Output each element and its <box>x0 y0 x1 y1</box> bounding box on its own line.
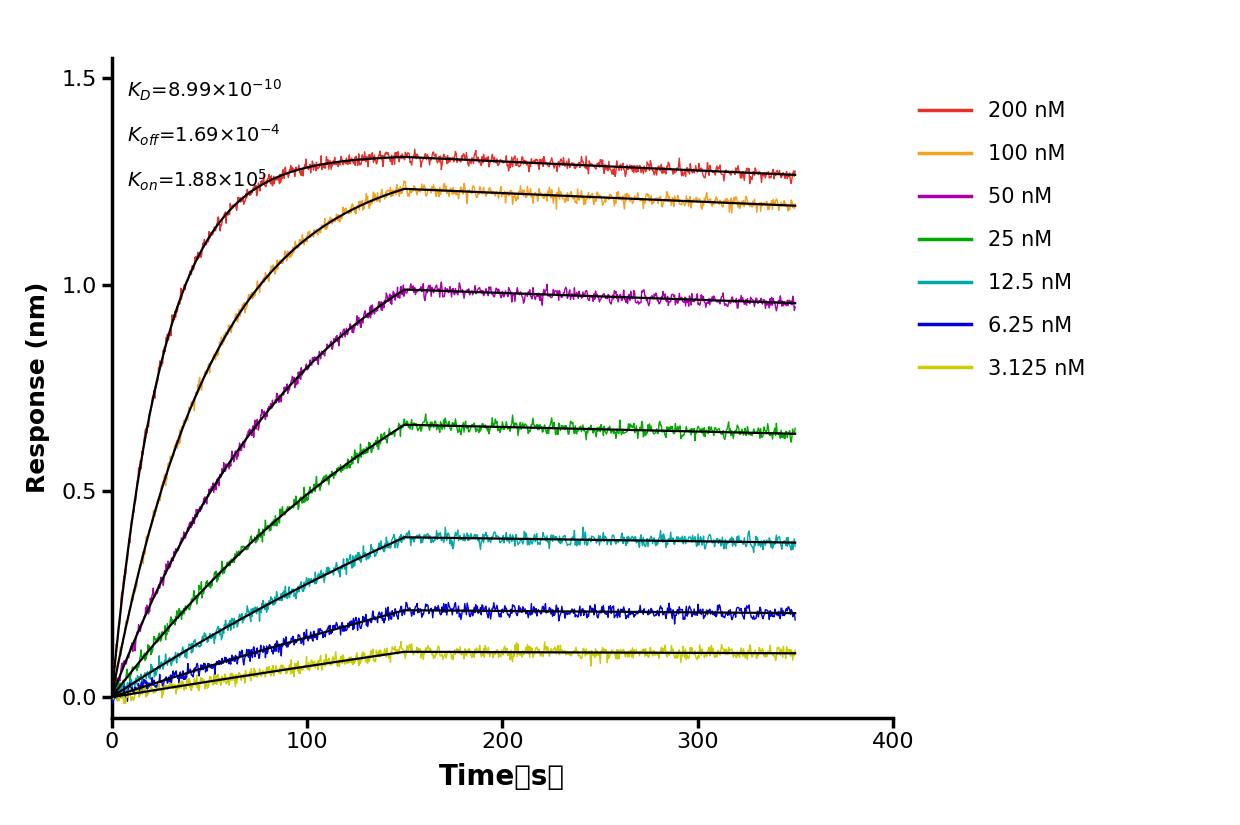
Legend: 200 nM, 100 nM, 50 nM, 25 nM, 12.5 nM, 6.25 nM, 3.125 nM: 200 nM, 100 nM, 50 nM, 25 nM, 12.5 nM, 6… <box>919 101 1085 379</box>
Y-axis label: Response (nm): Response (nm) <box>26 282 51 493</box>
X-axis label: Time（s）: Time（s） <box>439 763 565 791</box>
Text: $K_D$=8.99×10$^{-10}$
$K_{off}$=1.69×10$^{-4}$
$K_{on}$=1.88×10$^5$: $K_D$=8.99×10$^{-10}$ $K_{off}$=1.69×10$… <box>128 78 281 192</box>
